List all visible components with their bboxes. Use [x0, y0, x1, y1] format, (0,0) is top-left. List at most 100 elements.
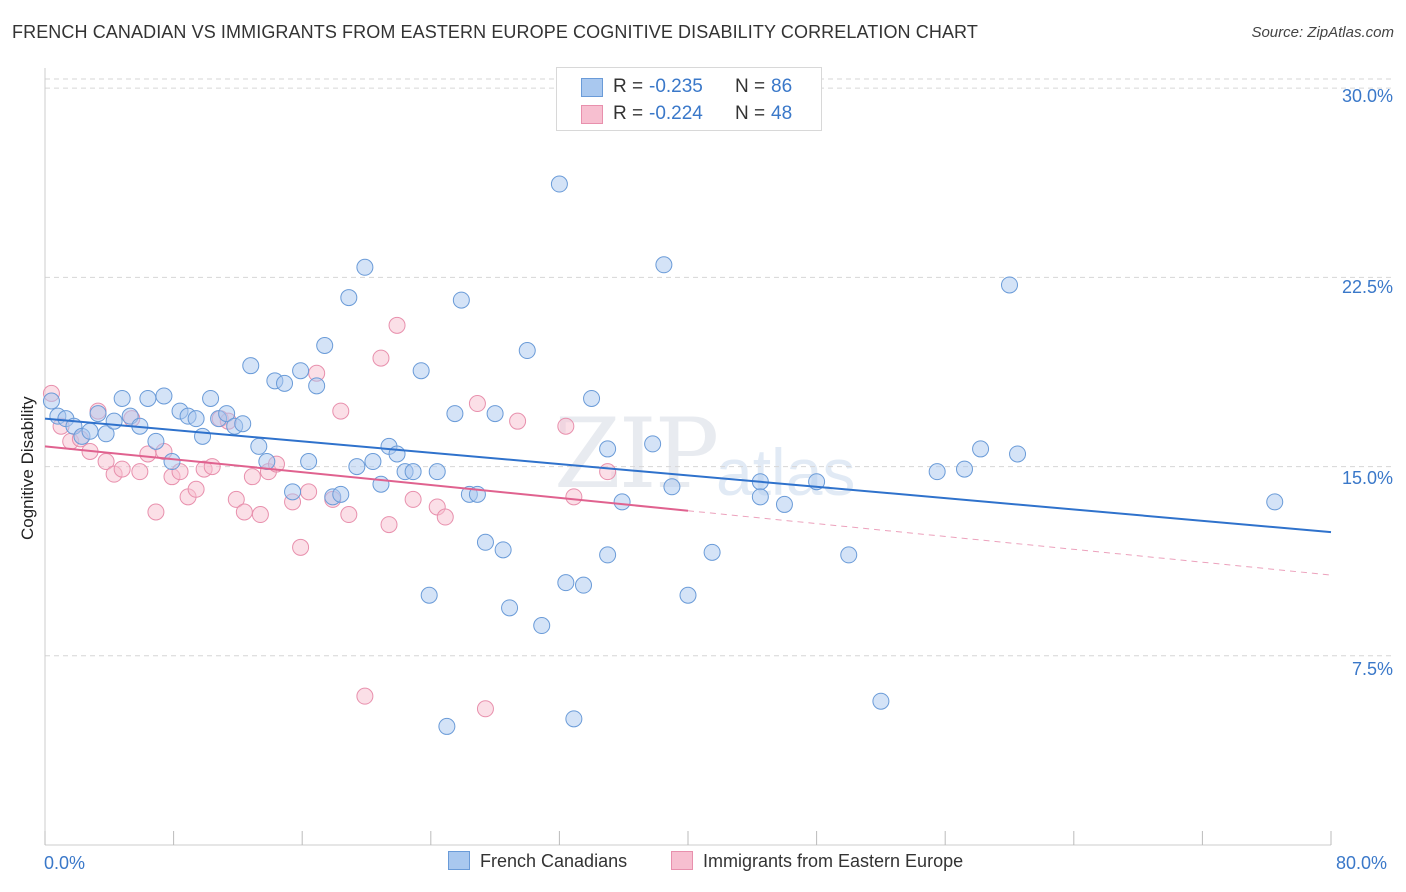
series-french-canadians-points [42, 92, 1284, 735]
correlation-legend: R = -0.235 N = 86 R = -0.224 N = 48 [556, 67, 822, 131]
r-value: -0.224 [649, 103, 703, 124]
trend-lines [44, 417, 1332, 576]
french-canadian-point [518, 342, 536, 360]
legend-item-french-canadians[interactable]: French Canadians [448, 851, 627, 872]
french-canadian-point [613, 493, 631, 511]
n-value: 86 [771, 76, 793, 97]
french-canadian-point [155, 387, 173, 405]
y-tick-label-15: 15.0% [1341, 468, 1393, 488]
pink-swatch [671, 851, 693, 870]
french-canadian-point [486, 405, 504, 423]
blue-swatch [581, 78, 603, 97]
french-canadian-point [476, 533, 494, 551]
trend-line-french-canadians [44, 417, 1332, 534]
french-canadian-point [194, 427, 212, 445]
immigrants-point [436, 508, 454, 526]
immigrants-point [187, 480, 205, 498]
french-canadian-point [679, 586, 697, 604]
french-canadian-point [81, 422, 99, 440]
french-canadian-point [955, 460, 973, 478]
french-canadian-point [340, 289, 358, 307]
french-canadian-point [557, 574, 575, 592]
legend-label: Immigrants from Eastern Europe [703, 851, 964, 871]
immigrants-point [251, 506, 269, 524]
immigrants-point [292, 538, 310, 556]
r-label: R = [613, 76, 644, 97]
french-canadian-point [428, 463, 446, 481]
immigrants-point [243, 468, 261, 486]
immigrants-point [468, 395, 486, 413]
r-label: R = [613, 103, 644, 124]
x-tick-label-max: 80.0% [1336, 853, 1388, 873]
french-canadian-point [1266, 493, 1284, 511]
immigrants-point [565, 488, 583, 506]
french-canadian-point [89, 405, 107, 423]
french-canadian-point [364, 453, 382, 471]
immigrants-point [509, 412, 527, 430]
immigrants-point [404, 490, 422, 508]
french-canadian-point [202, 389, 220, 407]
french-canadian-point [234, 415, 252, 433]
french-canadian-point [550, 175, 568, 193]
immigrants-point [147, 503, 165, 521]
french-canadian-point [300, 453, 318, 471]
immigrants-point [476, 700, 494, 718]
french-canadian-point [404, 463, 422, 481]
y-tick-label-30: 30.0% [1341, 86, 1393, 106]
axes [44, 68, 1332, 846]
series-immigrants-eastern-europe-points [42, 316, 617, 718]
french-canadian-point [751, 488, 769, 506]
french-canadian-point [928, 463, 946, 481]
french-canadian-point [872, 692, 890, 710]
french-canadian-point [250, 437, 268, 455]
french-canadian-point [663, 478, 681, 496]
y-tick-label-22-5: 22.5% [1341, 277, 1393, 297]
legend-item-immigrants-eastern-europe[interactable]: Immigrants from Eastern Europe [671, 851, 963, 872]
french-canadian-point [775, 495, 793, 513]
r-value: -0.235 [649, 76, 703, 97]
french-canadian-point [644, 435, 662, 453]
blue-swatch [448, 851, 470, 870]
n-value: 48 [771, 103, 793, 124]
french-canadian-point [655, 256, 673, 274]
french-canadian-point [565, 710, 583, 728]
immigrants-point [203, 458, 221, 476]
french-canadian-point [332, 485, 350, 503]
french-canadian-point [501, 599, 519, 617]
french-canadian-point [308, 377, 326, 395]
immigrants-point [332, 402, 350, 420]
french-canadian-point [972, 440, 990, 458]
french-canadian-point [583, 389, 601, 407]
french-canadian-point [284, 483, 302, 501]
x-tick-label-min: 0.0% [44, 853, 86, 873]
y-tick-label-7-5: 7.5% [1351, 659, 1393, 679]
immigrants-point [340, 506, 358, 524]
french-canadian-point [292, 362, 310, 380]
french-canadian-point [105, 412, 123, 430]
french-canadian-point [494, 541, 512, 559]
french-canadian-point [316, 337, 334, 354]
french-canadian-point [840, 546, 858, 564]
trend-line-immigrants-solid [44, 445, 689, 512]
n-label: N = [735, 76, 766, 97]
french-canadian-point [113, 389, 131, 407]
french-canadian-point [348, 458, 366, 476]
french-canadian-point [703, 543, 721, 561]
watermark-zip: ZIP [554, 398, 719, 510]
source-label: Source: ZipAtlas.com [1251, 24, 1394, 41]
immigrants-point [388, 316, 406, 334]
chart-title: FRENCH CANADIAN VS IMMIGRANTS FROM EASTE… [12, 22, 978, 42]
french-canadian-point [599, 440, 617, 458]
y-axis-label: Cognitive Disability [18, 396, 37, 540]
french-canadian-point [139, 389, 157, 407]
immigrants-point [356, 687, 374, 705]
legend-label: French Canadians [480, 851, 628, 871]
french-canadian-point [412, 362, 430, 380]
immigrants-point [300, 483, 318, 501]
french-canadian-point [242, 357, 260, 375]
french-canadian-point [42, 392, 60, 410]
immigrants-point [227, 490, 245, 508]
trend-line-immigrants-dashed [687, 510, 1332, 576]
french-canadian-point [187, 410, 205, 428]
